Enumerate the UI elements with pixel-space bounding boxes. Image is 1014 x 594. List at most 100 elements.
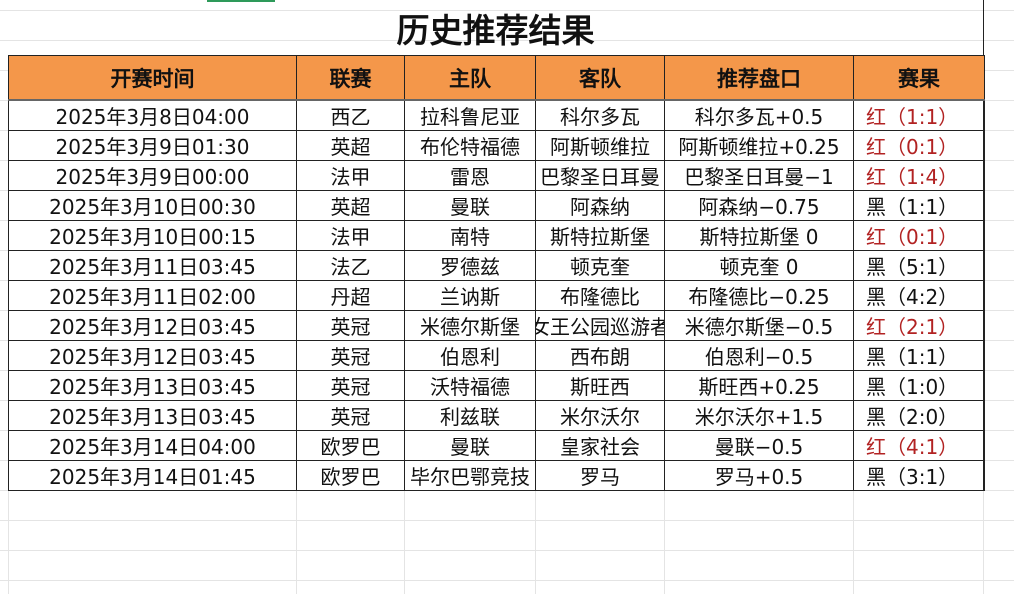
home-team-text: 沃特福德 — [430, 375, 510, 399]
result-cell[interactable]: 黑（3:1） — [853, 460, 985, 491]
home-team-cell[interactable]: 沃特福德 — [404, 370, 536, 401]
gridline — [664, 490, 665, 594]
handicap-cell[interactable]: 科尔多瓦+0.5 — [664, 99, 854, 131]
handicap-cell[interactable]: 罗马+0.5 — [664, 460, 854, 491]
away-team-cell[interactable]: 女王公园巡游者 — [535, 310, 665, 341]
result-cell[interactable]: 黑（4:2） — [853, 280, 985, 311]
handicap-cell[interactable]: 顿克奎 0 — [664, 250, 854, 281]
header-cell[interactable]: 推荐盘口 — [664, 55, 854, 101]
league-cell[interactable]: 英冠 — [296, 310, 405, 341]
kickoff-time-cell[interactable]: 2025年3月9日01:30 — [8, 130, 297, 161]
kickoff-time-cell[interactable]: 2025年3月12日03:45 — [8, 310, 297, 341]
home-team-text: 南特 — [450, 225, 490, 249]
away-team-cell[interactable]: 米尔沃尔 — [535, 400, 665, 431]
home-team-cell[interactable]: 米德尔斯堡 — [404, 310, 536, 341]
result-cell[interactable]: 红（0:1） — [853, 130, 985, 161]
kickoff-time-cell[interactable]: 2025年3月13日03:45 — [8, 400, 297, 431]
away-team-cell[interactable]: 巴黎圣日耳曼 — [535, 160, 665, 191]
league-text: 西乙 — [330, 105, 371, 129]
handicap-cell[interactable]: 布隆德比−0.25 — [664, 280, 854, 311]
league-cell[interactable]: 欧罗巴 — [296, 460, 405, 491]
home-team-cell[interactable]: 拉科鲁尼亚 — [404, 99, 536, 131]
league-cell[interactable]: 西乙 — [296, 99, 405, 131]
home-team-cell[interactable]: 雷恩 — [404, 160, 536, 191]
result-text: 黑（2:0） — [866, 405, 959, 429]
result-cell[interactable]: 红（0:1） — [853, 220, 985, 251]
kickoff-time-cell[interactable]: 2025年3月8日04:00 — [8, 99, 297, 131]
league-cell[interactable]: 法甲 — [296, 220, 405, 251]
header-cell[interactable]: 联赛 — [296, 55, 405, 101]
handicap-cell[interactable]: 曼联−0.5 — [664, 430, 854, 461]
handicap-cell[interactable]: 米尔沃尔+1.5 — [664, 400, 854, 431]
away-team-cell[interactable]: 斯特拉斯堡 — [535, 220, 665, 251]
league-cell[interactable]: 法甲 — [296, 160, 405, 191]
home-team-text: 曼联 — [450, 195, 490, 219]
league-cell[interactable]: 英超 — [296, 130, 405, 161]
league-cell[interactable]: 英冠 — [296, 400, 405, 431]
league-cell[interactable]: 英冠 — [296, 340, 405, 371]
kickoff-time-cell[interactable]: 2025年3月14日04:00 — [8, 430, 297, 461]
league-cell[interactable]: 欧罗巴 — [296, 430, 405, 461]
league-cell[interactable]: 丹超 — [296, 280, 405, 311]
header-cell[interactable]: 主队 — [404, 55, 536, 101]
sheet-title[interactable]: 历史推荐结果 — [396, 10, 595, 50]
handicap-cell[interactable]: 伯恩利−0.5 — [664, 340, 854, 371]
home-team-cell[interactable]: 曼联 — [404, 190, 536, 221]
result-cell[interactable]: 黑（1:0） — [853, 370, 985, 401]
away-team-cell[interactable]: 科尔多瓦 — [535, 99, 665, 131]
handicap-cell[interactable]: 斯旺西+0.25 — [664, 370, 854, 401]
result-cell[interactable]: 红（4:1） — [853, 430, 985, 461]
home-team-cell[interactable]: 曼联 — [404, 430, 536, 461]
result-cell[interactable]: 红（1:1） — [853, 99, 985, 131]
kickoff-time-text: 2025年3月12日03:45 — [49, 345, 256, 369]
home-team-cell[interactable]: 毕尔巴鄂竞技 — [404, 460, 536, 491]
home-team-cell[interactable]: 伯恩利 — [404, 340, 536, 371]
handicap-cell[interactable]: 阿斯顿维拉+0.25 — [664, 130, 854, 161]
handicap-cell[interactable]: 米德尔斯堡−0.5 — [664, 310, 854, 341]
away-team-cell[interactable]: 斯旺西 — [535, 370, 665, 401]
result-text: 黑（1:1） — [866, 195, 959, 219]
home-team-cell[interactable]: 利兹联 — [404, 400, 536, 431]
table-row: 2025年3月10日00:15 法甲 南特 斯特拉斯堡 斯特拉斯堡 0 红（0:1） — [8, 220, 985, 251]
header-cell[interactable]: 开赛时间 — [8, 55, 297, 101]
kickoff-time-cell[interactable]: 2025年3月11日03:45 — [8, 250, 297, 281]
result-cell[interactable]: 红（2:1） — [853, 310, 985, 341]
home-team-cell[interactable]: 布伦特福德 — [404, 130, 536, 161]
result-cell[interactable]: 黑（2:0） — [853, 400, 985, 431]
kickoff-time-cell[interactable]: 2025年3月13日03:45 — [8, 370, 297, 401]
away-team-cell[interactable]: 阿斯顿维拉 — [535, 130, 665, 161]
home-team-cell[interactable]: 南特 — [404, 220, 536, 251]
home-team-cell[interactable]: 罗德兹 — [404, 250, 536, 281]
kickoff-time-text: 2025年3月9日01:30 — [55, 135, 250, 159]
away-team-cell[interactable]: 西布朗 — [535, 340, 665, 371]
away-team-cell[interactable]: 顿克奎 — [535, 250, 665, 281]
kickoff-time-text: 2025年3月10日00:30 — [49, 195, 256, 219]
away-team-cell[interactable]: 阿森纳 — [535, 190, 665, 221]
header-cell[interactable]: 客队 — [535, 55, 665, 101]
result-cell[interactable]: 黑（1:1） — [853, 190, 985, 221]
kickoff-time-cell[interactable]: 2025年3月14日01:45 — [8, 460, 297, 491]
result-cell[interactable]: 红（1:4） — [853, 160, 985, 191]
handicap-cell[interactable]: 巴黎圣日耳曼−1 — [664, 160, 854, 191]
away-team-cell[interactable]: 布隆德比 — [535, 280, 665, 311]
away-team-cell[interactable]: 皇家社会 — [535, 430, 665, 461]
handicap-cell[interactable]: 阿森纳−0.75 — [664, 190, 854, 221]
home-team-cell[interactable]: 兰讷斯 — [404, 280, 536, 311]
kickoff-time-cell[interactable]: 2025年3月12日03:45 — [8, 340, 297, 371]
result-text: 红（4:1） — [866, 435, 959, 459]
handicap-cell[interactable]: 斯特拉斯堡 0 — [664, 220, 854, 251]
table-row: 2025年3月13日03:45 英冠 利兹联 米尔沃尔 米尔沃尔+1.5 黑（2:0） — [8, 400, 985, 431]
league-cell[interactable]: 法乙 — [296, 250, 405, 281]
result-cell[interactable]: 黑（1:1） — [853, 340, 985, 371]
result-cell[interactable]: 黑（5:1） — [853, 250, 985, 281]
league-cell[interactable]: 英超 — [296, 190, 405, 221]
kickoff-time-cell[interactable]: 2025年3月10日00:15 — [8, 220, 297, 251]
league-cell[interactable]: 英冠 — [296, 370, 405, 401]
kickoff-time-cell[interactable]: 2025年3月9日00:00 — [8, 160, 297, 191]
result-text: 红（0:1） — [866, 225, 959, 249]
league-text: 英超 — [330, 195, 371, 219]
kickoff-time-cell[interactable]: 2025年3月10日00:30 — [8, 190, 297, 221]
header-cell[interactable]: 赛果 — [853, 55, 985, 101]
kickoff-time-cell[interactable]: 2025年3月11日02:00 — [8, 280, 297, 311]
away-team-cell[interactable]: 罗马 — [535, 460, 665, 491]
